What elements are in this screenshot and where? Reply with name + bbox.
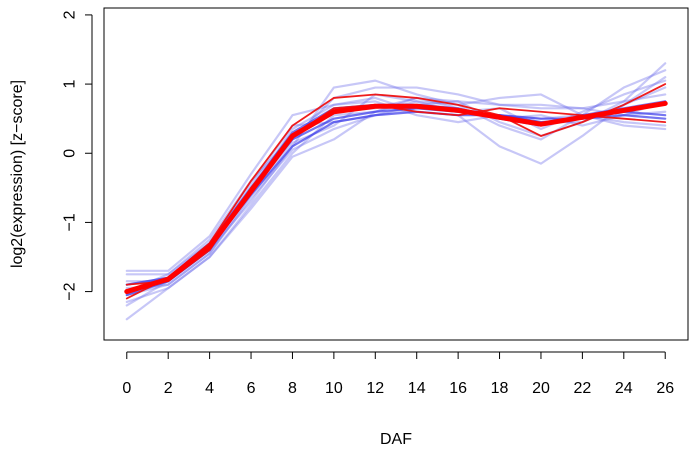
- y-axis: −2 −1 0 1 2: [62, 10, 93, 301]
- x-tick-label: 22: [573, 380, 591, 397]
- series-line-9: [125, 96, 667, 293]
- x-tick-label: 24: [615, 380, 633, 397]
- x-tick-label: 8: [288, 380, 297, 397]
- series-line-5: [125, 100, 667, 297]
- series-layer: [124, 62, 668, 321]
- y-tick-label: −1: [62, 213, 79, 231]
- x-axis-label: DAF: [380, 431, 412, 448]
- x-tick-label: 26: [656, 380, 674, 397]
- x-tick-label: 6: [247, 380, 256, 397]
- y-axis-label: log2(expression) [z−score]: [9, 80, 26, 268]
- series-line-14: [125, 83, 667, 300]
- series-line-13: [125, 110, 667, 293]
- x-tick-label: 16: [449, 380, 467, 397]
- x-tick-label: 20: [532, 380, 550, 397]
- x-axis: 0 2 4 6 8 10 12 14 16 18 20 22 24 26: [122, 351, 674, 397]
- x-tick-label: 10: [325, 380, 343, 397]
- y-tick-label: 2: [62, 10, 79, 19]
- x-tick-label: 4: [205, 380, 214, 397]
- x-tick-label: 2: [164, 380, 173, 397]
- y-tick-label: −2: [62, 282, 79, 300]
- x-tick-label: 18: [491, 380, 509, 397]
- plot-frame: [103, 7, 689, 341]
- series-line-12: [125, 100, 667, 286]
- y-tick-label: 1: [62, 80, 79, 89]
- series-line-1: [125, 62, 667, 321]
- series-line-7: [125, 100, 667, 304]
- x-tick-label: 12: [366, 380, 384, 397]
- x-tick-label: 0: [122, 380, 131, 397]
- mean-series-line: [124, 100, 668, 295]
- y-tick-label: 0: [62, 149, 79, 158]
- series-line-11: [125, 107, 667, 297]
- x-tick-label: 14: [408, 380, 426, 397]
